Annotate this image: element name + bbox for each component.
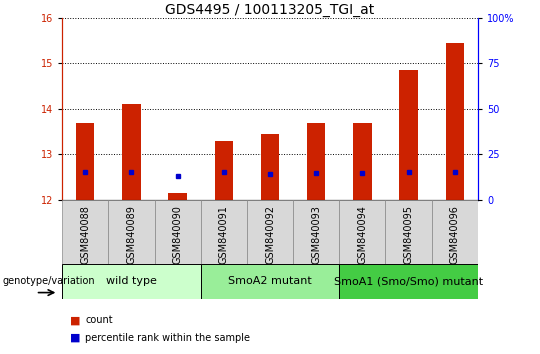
Bar: [261, 134, 279, 200]
Text: GSM840092: GSM840092: [265, 205, 275, 264]
Bar: [214, 141, 233, 200]
Text: ■: ■: [70, 333, 80, 343]
Text: GSM840089: GSM840089: [126, 205, 137, 264]
Bar: [446, 43, 464, 200]
Text: SmoA1 (Smo/Smo) mutant: SmoA1 (Smo/Smo) mutant: [334, 276, 483, 286]
Bar: [122, 104, 140, 200]
Bar: [154, 200, 201, 264]
Bar: [109, 200, 154, 264]
Bar: [201, 264, 339, 299]
Bar: [307, 122, 326, 200]
Bar: [353, 122, 372, 200]
Text: genotype/variation: genotype/variation: [3, 276, 96, 286]
Text: GSM840088: GSM840088: [80, 205, 90, 264]
Bar: [400, 70, 418, 200]
Bar: [62, 264, 201, 299]
Bar: [168, 193, 187, 200]
Bar: [431, 200, 478, 264]
Text: wild type: wild type: [106, 276, 157, 286]
Text: count: count: [85, 315, 113, 325]
Text: GSM840093: GSM840093: [311, 205, 321, 264]
Title: GDS4495 / 100113205_TGI_at: GDS4495 / 100113205_TGI_at: [165, 3, 375, 17]
Text: GSM840091: GSM840091: [219, 205, 229, 264]
Bar: [247, 200, 293, 264]
Text: percentile rank within the sample: percentile rank within the sample: [85, 333, 251, 343]
Bar: [201, 200, 247, 264]
Text: GSM840094: GSM840094: [357, 205, 367, 264]
Text: GSM840090: GSM840090: [173, 205, 183, 264]
Bar: [62, 200, 109, 264]
Text: SmoA2 mutant: SmoA2 mutant: [228, 276, 312, 286]
Bar: [339, 264, 478, 299]
Bar: [293, 200, 339, 264]
Bar: [76, 122, 94, 200]
Text: GSM840095: GSM840095: [403, 205, 414, 264]
Bar: [386, 200, 431, 264]
Bar: [339, 200, 386, 264]
Text: ■: ■: [70, 315, 80, 325]
Text: GSM840096: GSM840096: [450, 205, 460, 264]
